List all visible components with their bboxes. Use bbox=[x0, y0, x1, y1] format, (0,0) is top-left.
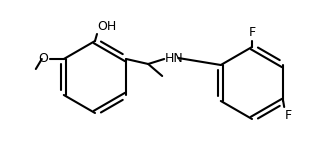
Text: OH: OH bbox=[97, 20, 116, 33]
Text: F: F bbox=[248, 26, 255, 39]
Text: F: F bbox=[285, 109, 292, 122]
Text: HN: HN bbox=[165, 51, 184, 64]
Text: O: O bbox=[38, 53, 48, 66]
